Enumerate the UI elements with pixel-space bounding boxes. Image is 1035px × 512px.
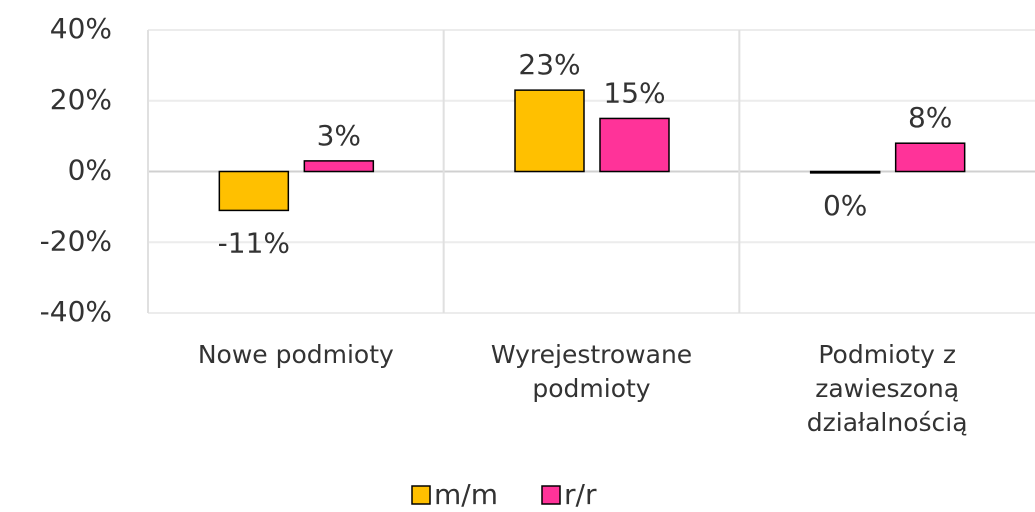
bar — [599, 117, 670, 173]
y-tick-label: 20% — [50, 83, 112, 116]
data-label: 3% — [317, 119, 361, 152]
bar — [809, 170, 881, 174]
data-label: 0% — [823, 189, 867, 222]
legend-swatch — [541, 485, 561, 505]
x-tick-label: Podmioty z zawieszoną działalnością — [806, 340, 968, 437]
y-tick-label: -40% — [40, 295, 112, 328]
legend-swatch — [411, 485, 431, 505]
bar — [514, 89, 585, 173]
legend-label: m/m — [434, 478, 498, 511]
data-label: 15% — [603, 76, 665, 109]
y-tick-label: -20% — [40, 224, 112, 257]
x-tick-label: Nowe podmioty — [197, 340, 394, 369]
bar — [894, 142, 966, 173]
data-label: 8% — [908, 101, 952, 134]
data-label: -11% — [218, 226, 290, 259]
y-tick-label: 40% — [50, 12, 112, 45]
data-label: 23% — [518, 48, 580, 81]
bar — [218, 170, 290, 212]
y-tick-label: 0% — [68, 154, 112, 187]
legend-label: r/r — [564, 478, 597, 511]
bar — [303, 160, 375, 173]
x-tick-label: Wyrejestrowane podmioty — [490, 340, 693, 403]
